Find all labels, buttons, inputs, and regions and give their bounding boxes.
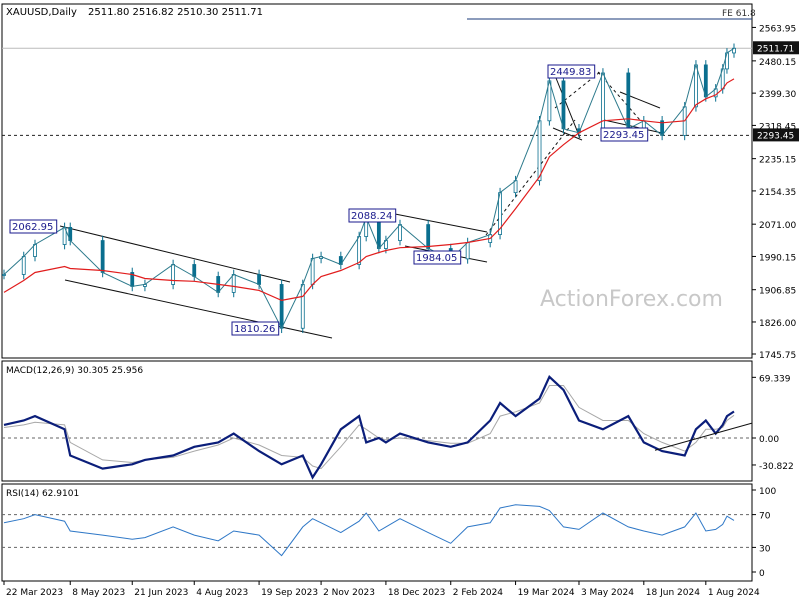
price-candle-body <box>100 240 105 273</box>
price-candle-body <box>279 284 284 329</box>
price-y-tick-label: 2154.35 <box>759 188 796 198</box>
price-candle-body <box>465 242 470 260</box>
x-tick-label: 8 May 2023 <box>72 588 125 598</box>
price-candle-body <box>694 64 698 108</box>
rsi-y-tick-label: 0 <box>759 569 765 579</box>
macd-y-tick-label: 0.00 <box>759 435 779 445</box>
price-y-tick-label: 2071.00 <box>759 221 796 231</box>
x-tick-label: 18 Jun 2024 <box>646 588 700 598</box>
rsi-title: RSI(14) 62.9101 <box>6 489 79 499</box>
price-pane-border <box>1 3 753 359</box>
ohlc-label: 2511.80 2516.82 2510.30 2511.71 <box>88 7 263 18</box>
macd-signal-line <box>3 385 735 470</box>
price-candle-body <box>357 236 362 265</box>
current-price-box <box>753 41 799 55</box>
price-candle-body <box>601 72 605 134</box>
current-price-label: 2511.71 <box>757 44 794 54</box>
price-annotation-label: 1984.05 <box>416 253 457 264</box>
support-level-box <box>753 128 799 142</box>
x-tick-label: 2 Nov 2023 <box>323 588 375 598</box>
price-candle-body <box>398 224 402 241</box>
symbol-label: XAUUSD,Daily <box>6 7 77 18</box>
channel-lower-line <box>64 279 333 339</box>
price-candle-body <box>537 120 542 182</box>
macd-line <box>3 374 735 480</box>
macd-title: MACD(12,26,9) 30.305 25.956 <box>6 366 143 376</box>
price-candle-body <box>300 284 305 329</box>
x-tick-label: 22 Mar 2023 <box>6 588 63 598</box>
price-annotation-label: 1810.26 <box>234 324 275 335</box>
flag-left-base <box>552 127 583 141</box>
price-y-tick-label: 2235.15 <box>759 156 796 166</box>
price-candle-body <box>257 274 261 285</box>
price-candle-body <box>732 47 736 54</box>
x-tick-label: 19 Sep 2023 <box>261 588 318 598</box>
x-tick-label: 19 Mar 2024 <box>518 588 575 598</box>
price-candle-body <box>192 264 197 277</box>
price-annotation-box <box>600 127 649 142</box>
price-y-tick-label: 2318.45 <box>759 122 796 132</box>
x-tick-label: 4 Aug 2023 <box>196 588 248 598</box>
price-y-tick-label: 2399.30 <box>759 90 796 100</box>
price-series-line <box>3 47 735 330</box>
price-y-tick-label: 2563.95 <box>759 24 796 34</box>
x-tick-label: 21 Jun 2023 <box>134 588 188 598</box>
ema-series-line <box>3 78 735 302</box>
price-annotation-box <box>413 250 462 265</box>
macd-pane-border <box>1 360 753 482</box>
price-candle-body <box>626 72 631 130</box>
price-annotation-box <box>9 219 58 234</box>
price-candle-body <box>171 264 176 285</box>
macd-y-tick-label: -30.822 <box>759 462 794 472</box>
macd-trend-line <box>654 422 753 451</box>
price-annotation-label: 2088.24 <box>351 211 392 222</box>
price-candle-body <box>21 256 26 275</box>
price-annotation-box <box>231 321 280 336</box>
x-tick-label: 3 May 2024 <box>581 588 634 598</box>
watermark: ActionForex.com <box>540 287 723 312</box>
x-tick-label: 18 Dec 2023 <box>388 588 446 598</box>
price-candle-body <box>561 80 566 130</box>
x-tick-label: 2 Feb 2024 <box>453 588 504 598</box>
rsi-line <box>3 504 735 557</box>
price-annotation-box <box>348 208 397 223</box>
price-y-tick-label: 1990.15 <box>759 253 796 263</box>
trend-dashed-line-3 <box>597 71 641 121</box>
price-annotation-label: 2293.45 <box>603 130 644 141</box>
rsi-y-tick-label: 70 <box>759 512 771 522</box>
fe-label: FE 61.8 <box>722 9 756 19</box>
price-candle-body <box>426 224 431 249</box>
support-level-label: 2293.45 <box>757 131 794 141</box>
flag-left-line <box>555 77 581 139</box>
rsi-y-tick-label: 100 <box>759 487 776 497</box>
rsi-pane-border <box>1 483 753 582</box>
price-candle-body <box>231 274 236 293</box>
rsi-y-tick-label: 30 <box>759 544 771 554</box>
price-y-tick-label: 1745.75 <box>759 351 796 361</box>
price-candle-body <box>513 180 518 194</box>
channel-upper-line <box>59 225 291 283</box>
price-y-tick-label: 2480.15 <box>759 58 796 68</box>
wedge-upper-line <box>619 91 661 109</box>
triangle-upper-line <box>394 213 488 233</box>
price-annotation-box <box>547 64 596 79</box>
price-candle-body <box>2 274 6 276</box>
price-y-tick-label: 1826.00 <box>759 319 796 329</box>
price-annotation-label: 2062.95 <box>12 222 53 233</box>
price-y-tick-label: 1906.85 <box>759 287 796 297</box>
price-annotation-label: 2449.83 <box>550 67 591 78</box>
x-tick-label: 1 Aug 2024 <box>708 588 760 598</box>
macd-y-tick-label: 69.339 <box>759 374 791 384</box>
